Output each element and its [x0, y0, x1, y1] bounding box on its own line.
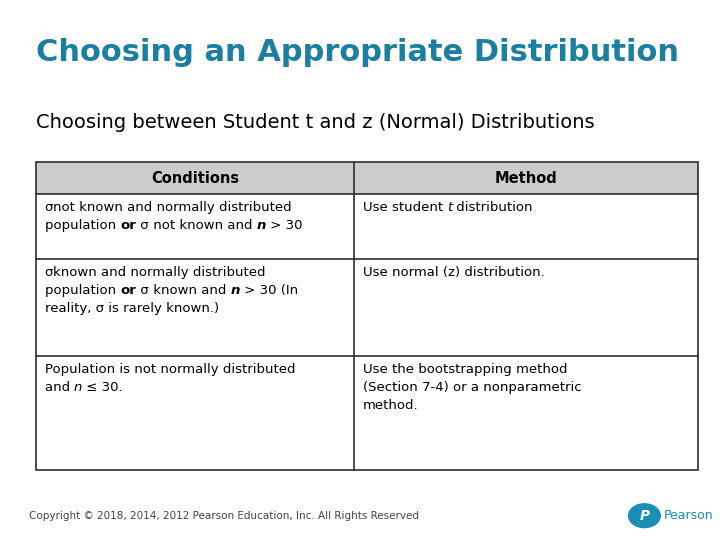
Bar [36, 162, 698, 470]
Text: Use normal (z) distribution.: Use normal (z) distribution. [363, 266, 544, 279]
Text: > 30 (In: > 30 (In [240, 284, 297, 297]
Text: σ: σ [136, 219, 148, 232]
Text: σ: σ [45, 201, 53, 214]
Text: n: n [74, 381, 82, 394]
Text: Choosing an Appropriate Distribution: Choosing an Appropriate Distribution [36, 38, 679, 67]
Text: known and normally distributed: known and normally distributed [53, 266, 266, 279]
Text: Pearson: Pearson [664, 509, 714, 522]
Text: n: n [256, 219, 266, 232]
Text: or: or [120, 284, 136, 297]
Text: and: and [45, 381, 74, 394]
Text: n: n [230, 284, 240, 297]
Text: > 30: > 30 [266, 219, 302, 232]
Circle shape [629, 504, 660, 528]
Text: Method: Method [495, 171, 557, 186]
Text: σ: σ [45, 266, 53, 279]
Text: distribution: distribution [452, 201, 533, 214]
Text: Choosing between Student t and z (Normal) Distributions: Choosing between Student t and z (Normal… [36, 113, 595, 132]
Bar [36, 162, 698, 194]
Text: t: t [447, 201, 452, 214]
Text: population: population [45, 284, 120, 297]
Text: (Section 7-4) or a nonparametric: (Section 7-4) or a nonparametric [363, 381, 581, 394]
Text: not known and normally distributed: not known and normally distributed [53, 201, 292, 214]
Text: Copyright © 2018, 2014, 2012 Pearson Education, Inc. All Rights Reserved: Copyright © 2018, 2014, 2012 Pearson Edu… [29, 511, 419, 521]
Text: method.: method. [363, 399, 418, 412]
Text: known and: known and [148, 284, 230, 297]
Text: reality, σ is rarely known.): reality, σ is rarely known.) [45, 301, 219, 315]
Text: ≤ 30.: ≤ 30. [82, 381, 123, 394]
Text: or: or [120, 219, 136, 232]
Text: P: P [639, 509, 649, 523]
Text: Use student: Use student [363, 201, 447, 214]
Text: Population is not normally distributed: Population is not normally distributed [45, 363, 295, 376]
Text: population: population [45, 219, 120, 232]
Text: Conditions: Conditions [151, 171, 239, 186]
Text: not known and: not known and [148, 219, 256, 232]
Text: σ: σ [136, 284, 148, 297]
Text: Use the bootstrapping method: Use the bootstrapping method [363, 363, 567, 376]
